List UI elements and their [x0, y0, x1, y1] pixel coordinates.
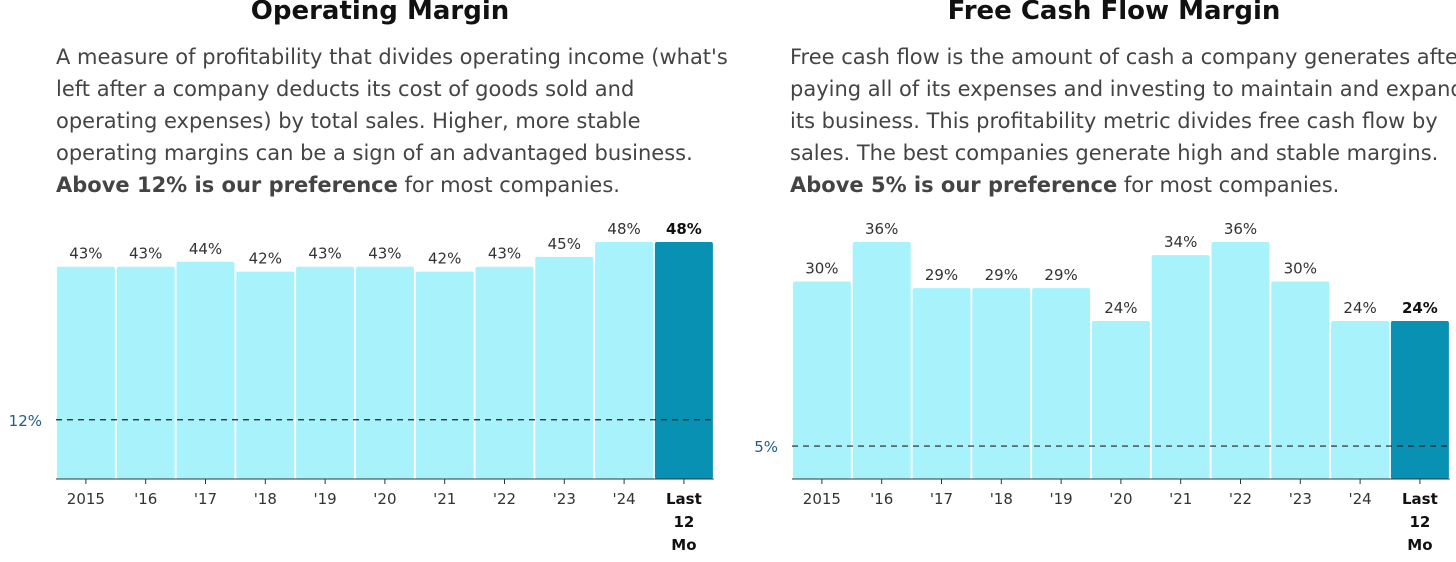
bar-0	[56, 266, 115, 479]
x-tick-label: '18	[990, 490, 1013, 508]
x-tick-label: '23	[553, 490, 576, 508]
preference-text: Above 5% is our preference	[790, 173, 1118, 197]
bar-value-label: 48%	[666, 220, 702, 238]
bar-7	[475, 266, 534, 479]
bar-value-label: 34%	[1164, 233, 1197, 251]
x-tick-label: '16	[870, 490, 893, 508]
bar-value-label: 42%	[428, 250, 461, 268]
bar-1	[852, 242, 911, 479]
x-tick-label: '24	[612, 490, 635, 508]
chart-title: Free Cash Flow Margin	[947, 0, 1281, 26]
bar-5	[1091, 321, 1150, 479]
bar-9	[595, 242, 654, 479]
bar-value-label: 45%	[548, 235, 581, 253]
bar-value-label: 43%	[69, 245, 102, 263]
bar-value-label: 24%	[1402, 299, 1438, 317]
bar-value-label: 29%	[985, 266, 1018, 284]
fcf-margin-panel: Free Cash Flow Margin Free cash flow is …	[754, 0, 1456, 562]
x-tick-label: '21	[1169, 490, 1192, 508]
chart-description: A measure of profitability that divides …	[56, 41, 736, 201]
bar-value-label: 48%	[607, 220, 640, 238]
bar-0	[792, 281, 851, 479]
bar-value-label: 44%	[189, 240, 222, 258]
x-tick-label: 12	[1409, 513, 1430, 531]
bar-value-label: 42%	[249, 250, 282, 268]
bar-4	[296, 266, 355, 479]
bar-2	[176, 261, 235, 479]
bar-10	[1390, 321, 1449, 479]
x-tick-label: 12	[673, 513, 694, 531]
description-tail: for most companies.	[1117, 173, 1340, 197]
bar-3	[972, 288, 1031, 479]
preference-text: Above 12% is our preference	[56, 173, 398, 197]
chart-description: Free cash flow is the amount of cash a c…	[790, 41, 1456, 201]
x-tick-label: '18	[254, 490, 277, 508]
bar-value-label: 24%	[1104, 299, 1137, 317]
bar-value-label: 30%	[805, 260, 838, 278]
bar-value-label: 43%	[368, 245, 401, 263]
bar-value-label: 43%	[488, 245, 521, 263]
bar-3	[236, 271, 295, 479]
bar-value-label: 29%	[1044, 266, 1077, 284]
operating-margin-chart: 43% 2015 43% '16 44% '17 42% '18 43% '19 43% '20 42%…	[9, 220, 714, 554]
bar-6	[1151, 255, 1210, 479]
bar-5	[355, 266, 414, 479]
x-tick-label: '23	[1289, 490, 1312, 508]
bar-10	[654, 242, 713, 479]
x-tick-label: 2015	[803, 490, 841, 508]
x-tick-label: '21	[433, 490, 456, 508]
bar-1	[116, 266, 175, 479]
x-tick-label: '22	[1229, 490, 1252, 508]
bar-value-label: 43%	[308, 245, 341, 263]
x-tick-label: '19	[1049, 490, 1072, 508]
x-tick-label: 2015	[67, 490, 105, 508]
bar-value-label: 36%	[1224, 220, 1257, 238]
bar-value-label: 43%	[129, 245, 162, 263]
description-text: Free cash flow is the amount of cash a c…	[790, 45, 1456, 165]
x-tick-label: '20	[1109, 490, 1132, 508]
x-tick-label: Mo	[671, 536, 696, 554]
reference-label: 12%	[9, 412, 42, 430]
x-tick-label: '22	[493, 490, 516, 508]
x-tick-label: Mo	[1407, 536, 1432, 554]
bar-8	[1271, 281, 1330, 479]
fcf-margin-chart: 30% 2015 36% '16 29% '17 29% '18 29% '19 24% '20 34%…	[754, 220, 1450, 554]
bar-6	[415, 271, 474, 479]
description-text: A measure of profitability that divides …	[56, 45, 728, 165]
bar-value-label: 30%	[1284, 260, 1317, 278]
reference-label: 5%	[754, 438, 778, 456]
chart-title: Operating Margin	[250, 0, 510, 26]
x-tick-label: Last	[666, 490, 702, 508]
x-tick-label: '24	[1348, 490, 1371, 508]
bar-value-label: 36%	[865, 220, 898, 238]
bar-4	[1032, 288, 1091, 479]
x-tick-label: Last	[1402, 490, 1438, 508]
bar-8	[535, 256, 594, 479]
bar-9	[1331, 321, 1390, 479]
bar-value-label: 29%	[925, 266, 958, 284]
bar-value-label: 24%	[1343, 299, 1376, 317]
bar-7	[1211, 242, 1270, 479]
x-tick-label: '20	[373, 490, 396, 508]
x-tick-label: '17	[930, 490, 953, 508]
x-tick-label: '16	[134, 490, 157, 508]
x-tick-label: '17	[194, 490, 217, 508]
description-tail: for most companies.	[397, 173, 620, 197]
bar-2	[912, 288, 971, 479]
operating-margin-panel: Operating Margin A measure of profitabil…	[9, 0, 728, 562]
x-tick-label: '19	[313, 490, 336, 508]
